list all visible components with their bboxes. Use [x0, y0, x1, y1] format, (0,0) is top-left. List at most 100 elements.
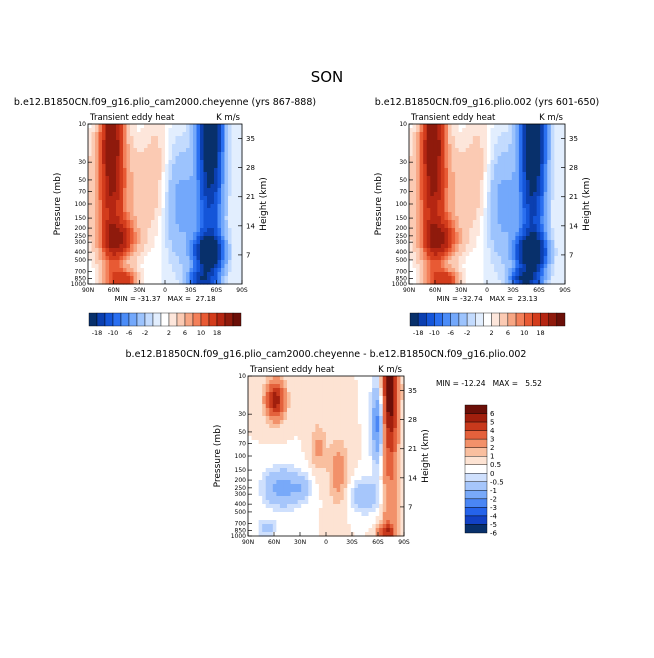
heatmap-cell [476, 184, 480, 189]
heatmap-cell [255, 452, 259, 457]
heatmap-cell [141, 160, 145, 165]
heatmap-cell [427, 152, 431, 157]
heatmap-cell [221, 192, 225, 197]
heatmap-cell [141, 176, 145, 181]
heatmap-cell [116, 160, 120, 165]
heatmap-cell [386, 420, 390, 425]
heatmap-cell [430, 128, 434, 133]
heatmap-cell [186, 196, 190, 201]
heatmap-cell [469, 228, 473, 233]
heatmap-cell [397, 468, 401, 473]
heatmap-cell [204, 200, 208, 205]
heatmap-cell [218, 160, 222, 165]
heatmap-cell [376, 404, 380, 409]
heatmap-cell [491, 144, 495, 149]
heatmap-cell [416, 176, 420, 181]
heatmap-cell [92, 176, 96, 181]
heatmap-cell [551, 220, 555, 225]
heatmap-cell [291, 460, 295, 465]
heatmap-cell [280, 432, 284, 437]
heatmap-cell [522, 144, 526, 149]
heatmap-cell [179, 208, 183, 213]
heatmap-cell [232, 208, 236, 213]
heatmap-cell [276, 460, 280, 465]
heatmap-cell [501, 136, 505, 141]
heatmap-cell [88, 260, 92, 265]
heatmap-cell [369, 460, 373, 465]
heatmap-cell [211, 124, 215, 129]
heatmap-cell [102, 212, 106, 217]
heatmap-cell [141, 240, 145, 245]
heatmap-cell [211, 248, 215, 253]
heatmap-cell [420, 244, 424, 249]
heatmap-cell [361, 480, 365, 485]
heatmap-cell [155, 276, 159, 281]
heatmap-cell [444, 172, 448, 177]
heatmap-cell [218, 268, 222, 273]
heatmap-cell [444, 156, 448, 161]
heatmap-cell [228, 128, 232, 133]
heatmap-cell [109, 224, 113, 229]
heatmap-cell [162, 224, 166, 229]
heatmap-cell [92, 184, 96, 189]
heatmap-cell [530, 204, 534, 209]
heatmap-cell [322, 476, 326, 481]
heatmap-cell [379, 468, 383, 473]
heatmap-cell [179, 152, 183, 157]
heatmap-cell [501, 244, 505, 249]
heatmap-cell [462, 188, 466, 193]
heatmap-cell [476, 276, 480, 281]
heatmap-cell [162, 204, 166, 209]
heatmap-cell [165, 200, 169, 205]
heatmap-cell [322, 424, 326, 429]
heatmap-cell [519, 132, 523, 137]
heatmap-cell [102, 236, 106, 241]
heatmap-cell [273, 472, 277, 477]
heatmap-cell [266, 488, 270, 493]
heatmap-cell [358, 432, 362, 437]
heatmap-cell [211, 236, 215, 241]
heatmap-cell [441, 152, 445, 157]
heatmap-cell [462, 236, 466, 241]
heatmap-cell [151, 212, 155, 217]
heatmap-cell [423, 156, 427, 161]
heatmap-cell [151, 164, 155, 169]
heatmap-cell [252, 464, 256, 469]
heatmap-cell [225, 168, 229, 173]
heatmap-cell [102, 180, 106, 185]
heatmap-cell [430, 124, 434, 129]
heatmap-cell [228, 220, 232, 225]
heatmap-cell [130, 124, 134, 129]
y2-tick-label: 21 [569, 193, 578, 201]
heatmap-cell [459, 240, 463, 245]
heatmap-cell [452, 140, 456, 145]
heatmap-cell [134, 224, 138, 229]
heatmap-cell [280, 416, 284, 421]
heatmap-cell [393, 444, 397, 449]
heatmap-cell [88, 140, 92, 145]
heatmap-cell [444, 208, 448, 213]
heatmap-cell [558, 168, 562, 173]
heatmap-cell [459, 224, 463, 229]
heatmap-cell [544, 124, 548, 129]
heatmap-cell [276, 448, 280, 453]
heatmap-cell [501, 240, 505, 245]
heatmap-cell [386, 452, 390, 457]
heatmap-cell [494, 248, 498, 253]
heatmap-cell [176, 152, 180, 157]
heatmap-cell [361, 436, 365, 441]
heatmap-cell [151, 200, 155, 205]
heatmap-cell [106, 164, 110, 169]
heatmap-cell [179, 264, 183, 269]
heatmap-cell [340, 408, 344, 413]
heatmap-cell [186, 208, 190, 213]
heatmap-cell [228, 264, 232, 269]
heatmap-cell [158, 140, 162, 145]
heatmap-cell [319, 384, 323, 389]
heatmap-cell [179, 236, 183, 241]
heatmap-cell [372, 464, 376, 469]
heatmap-cell [190, 180, 194, 185]
heatmap-cell [322, 428, 326, 433]
heatmap-cell [280, 396, 284, 401]
heatmap-cell [480, 128, 484, 133]
